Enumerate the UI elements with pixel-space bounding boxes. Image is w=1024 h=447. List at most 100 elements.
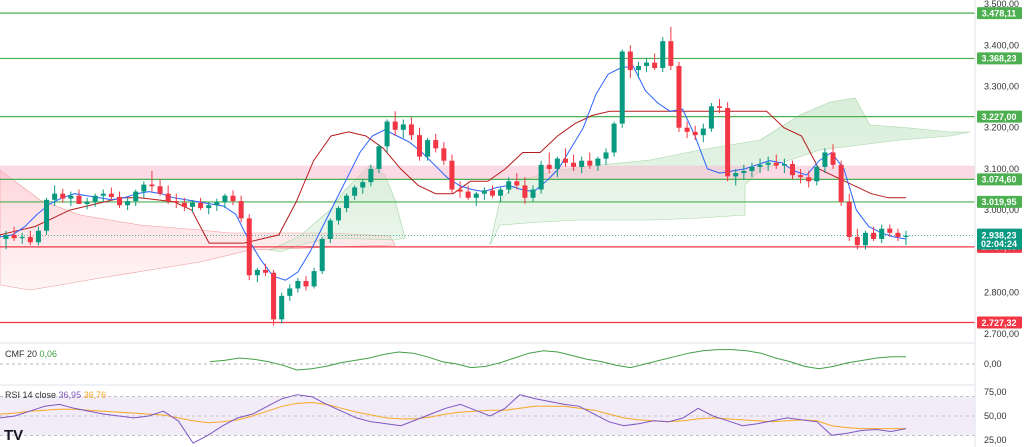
candle bbox=[3, 230, 9, 250]
price-tick-label: 3.200,00 bbox=[984, 123, 1019, 133]
candle bbox=[765, 156, 771, 171]
candle bbox=[814, 164, 820, 186]
candle-body bbox=[400, 124, 406, 130]
candle bbox=[887, 224, 893, 237]
candle-body bbox=[360, 182, 366, 188]
candle-body bbox=[271, 272, 277, 320]
candle-body bbox=[52, 193, 58, 200]
candle-body bbox=[279, 295, 285, 320]
level-label-2: 3.368,23 bbox=[981, 54, 1016, 64]
rsi-tick-label: 50,00 bbox=[984, 411, 1007, 421]
candle-body bbox=[895, 232, 901, 237]
candle-body bbox=[481, 190, 487, 194]
candle bbox=[344, 193, 350, 213]
candle bbox=[108, 187, 114, 200]
price-axis[interactable]: 3.500,00 3.400,00 3.300,00 3.200,00 3.100,00… bbox=[984, 0, 1019, 339]
candle bbox=[368, 164, 374, 187]
candle-body bbox=[287, 288, 293, 296]
candle bbox=[579, 156, 585, 174]
candle bbox=[717, 98, 723, 114]
candle-body bbox=[765, 162, 771, 165]
candle-body bbox=[879, 228, 885, 239]
candle bbox=[692, 125, 698, 141]
level-tag-1 bbox=[977, 7, 1022, 20]
candle bbox=[587, 152, 593, 169]
price-tick-label: 3.300,00 bbox=[984, 82, 1019, 92]
candle-body bbox=[611, 123, 617, 153]
cmf-label: CMF 20 0,06 bbox=[5, 349, 57, 359]
candle-body bbox=[441, 148, 447, 161]
tradingview-logo[interactable]: TV bbox=[4, 427, 23, 444]
candles bbox=[3, 26, 909, 326]
candle-body bbox=[708, 106, 714, 129]
candle bbox=[538, 160, 544, 194]
candle bbox=[498, 187, 504, 202]
candle-body bbox=[684, 127, 690, 132]
candle-body bbox=[652, 62, 658, 68]
candle bbox=[798, 168, 804, 184]
candle-body bbox=[862, 232, 868, 246]
price-tick-label: 3.000,00 bbox=[984, 205, 1019, 215]
candle bbox=[457, 181, 463, 198]
price-tick-label: 3.500,00 bbox=[984, 0, 1019, 9]
candle bbox=[481, 187, 487, 200]
candle bbox=[92, 193, 98, 207]
candle bbox=[773, 154, 779, 169]
candle bbox=[433, 133, 439, 153]
candle bbox=[684, 121, 690, 139]
candle bbox=[619, 49, 625, 128]
candle-body bbox=[384, 121, 390, 147]
candle-body bbox=[506, 181, 512, 190]
candle-body bbox=[425, 140, 431, 157]
last-price-label: 2.938,23 bbox=[981, 230, 1016, 240]
candle bbox=[125, 197, 131, 211]
candle bbox=[35, 226, 41, 246]
candle-body bbox=[76, 195, 82, 204]
candle-body bbox=[733, 173, 739, 177]
level-tag-2 bbox=[977, 52, 1022, 65]
candle bbox=[789, 160, 795, 180]
level-label-5: 3.019,95 bbox=[981, 197, 1016, 207]
candle bbox=[895, 228, 901, 242]
last-price-tag bbox=[977, 228, 1022, 250]
price-tick-label: 2.800,00 bbox=[984, 288, 1019, 298]
candle bbox=[627, 45, 633, 79]
candle-body bbox=[417, 135, 423, 157]
candle-body bbox=[3, 234, 9, 239]
candle bbox=[668, 26, 674, 71]
candle bbox=[700, 123, 706, 143]
candle bbox=[806, 171, 812, 188]
candle bbox=[335, 206, 341, 225]
candle-body bbox=[198, 202, 204, 209]
candle bbox=[465, 185, 471, 200]
candle bbox=[254, 267, 260, 283]
candle bbox=[408, 117, 414, 141]
candle-body bbox=[846, 201, 852, 237]
candle bbox=[725, 102, 731, 182]
rsi-value: 36,95 bbox=[59, 390, 82, 400]
level-tag-4 bbox=[977, 173, 1022, 186]
candle-body bbox=[100, 193, 106, 196]
candle bbox=[830, 144, 836, 169]
candle-body bbox=[457, 189, 463, 192]
candle-body bbox=[725, 107, 731, 177]
candle bbox=[157, 179, 163, 196]
rsi-pane: RSI 14 close 36,95 36,76 bbox=[0, 390, 975, 444]
price-tick-label: 3.400,00 bbox=[984, 40, 1019, 50]
candle bbox=[19, 232, 25, 244]
candle-body bbox=[84, 201, 90, 204]
kijun-sen-line bbox=[0, 110, 906, 244]
ichimoku-cloud bbox=[0, 97, 971, 291]
candle bbox=[741, 164, 747, 180]
candle-body bbox=[60, 193, 66, 199]
candle-body bbox=[806, 177, 812, 182]
candle bbox=[660, 37, 666, 73]
candle-body bbox=[327, 220, 333, 239]
candle bbox=[879, 224, 885, 244]
candle-body bbox=[311, 271, 317, 287]
candle bbox=[149, 171, 155, 192]
rsi-tick-label: 25,00 bbox=[984, 435, 1007, 445]
cmf-value: 0,06 bbox=[40, 349, 58, 359]
candle-body bbox=[595, 158, 601, 166]
